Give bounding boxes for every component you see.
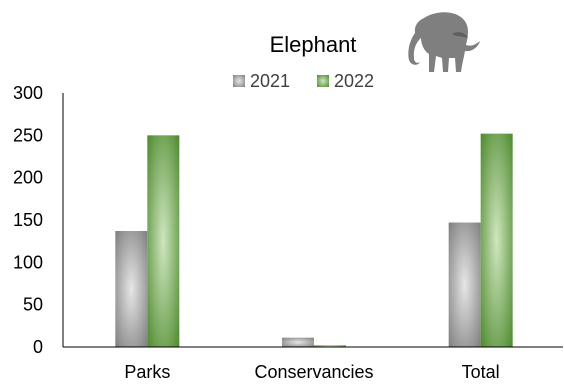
legend-item-2022: 2022: [317, 71, 374, 91]
bar-2021-total: [448, 222, 481, 347]
legend-label-2022: 2022: [334, 71, 374, 91]
legend-label-2021: 2021: [250, 71, 290, 91]
y-axis: 0 50 100 150 200 250 300: [13, 83, 64, 357]
chart-title: Elephant: [270, 32, 357, 57]
bars: [115, 133, 513, 347]
bar-2022-conservancies: [314, 345, 346, 347]
y-tick-label: 0: [33, 337, 43, 357]
x-tick-label: Conservancies: [254, 362, 373, 382]
bar-2021-parks: [115, 231, 148, 347]
bar-2022-parks: [147, 135, 180, 347]
y-tick-label: 50: [23, 295, 43, 315]
legend-item-2021: 2021: [233, 71, 290, 91]
y-tick-label: 250: [13, 125, 43, 145]
y-tick-label: 200: [13, 168, 43, 188]
y-tick-label: 100: [13, 252, 43, 272]
x-axis: Parks Conservancies Total: [63, 346, 563, 382]
y-tick-label: 300: [13, 83, 43, 103]
y-tick-label: 150: [13, 210, 43, 230]
bar-2021-conservancies: [282, 337, 314, 347]
x-tick-label: Parks: [124, 362, 170, 382]
bar-2022-total: [480, 133, 513, 347]
elephant-icon: [408, 12, 480, 72]
x-tick-label: Total: [462, 362, 500, 382]
legend: 2021 2022: [233, 71, 374, 91]
legend-swatch-2021: [233, 75, 245, 87]
legend-swatch-2022: [317, 75, 329, 87]
